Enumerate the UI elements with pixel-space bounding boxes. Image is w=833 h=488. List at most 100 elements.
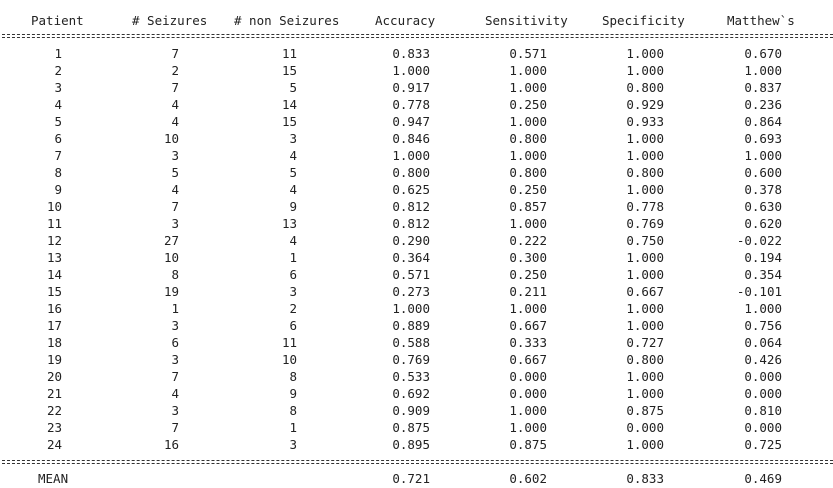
cell-non-seizures: 5 — [289, 80, 297, 95]
cell-patient: 6 — [54, 131, 62, 146]
cell-sensitivity: 1.000 — [509, 403, 547, 418]
cell-patient: 19 — [46, 352, 62, 367]
cell-patient: 8 — [54, 165, 62, 180]
cell-patient: 2 — [54, 63, 62, 78]
cell-specificity: 0.778 — [626, 199, 664, 214]
cell-seizures: 4 — [171, 386, 179, 401]
cell-matthews: 1.000 — [744, 148, 782, 163]
cell-matthews: 1.000 — [744, 63, 782, 78]
cell-sensitivity: 0.000 — [509, 369, 547, 384]
header-patient: Patient — [31, 13, 84, 28]
cell-seizures: 4 — [171, 182, 179, 197]
cell-specificity: 0.933 — [626, 114, 664, 129]
cell-seizures: 6 — [171, 335, 179, 350]
cell-seizures: 10 — [163, 250, 179, 265]
cell-non-seizures: 11 — [281, 335, 297, 350]
cell-sensitivity: 1.000 — [509, 114, 547, 129]
cell-matthews: -0.022 — [736, 233, 782, 248]
cell-sensitivity: 1.000 — [509, 148, 547, 163]
cell-specificity: 1.000 — [626, 131, 664, 146]
cell-accuracy: 0.692 — [392, 386, 430, 401]
table-row: 9 4 4 0.625 0.250 1.000 0.378 — [0, 181, 833, 198]
table-row: 20 7 8 0.533 0.000 1.000 0.000 — [0, 368, 833, 385]
cell-non-seizures: 4 — [289, 233, 297, 248]
cell-patient: 18 — [46, 335, 62, 350]
cell-specificity: 1.000 — [626, 267, 664, 282]
table-row: 3 7 5 0.917 1.000 0.800 0.837 — [0, 79, 833, 96]
cell-patient: 3 — [54, 80, 62, 95]
cell-matthews: 0.426 — [744, 352, 782, 367]
header-sensitivity: Sensitivity — [485, 13, 568, 28]
cell-matthews: 0.236 — [744, 97, 782, 112]
table-row: 7 3 4 1.000 1.000 1.000 1.000 — [0, 147, 833, 164]
cell-accuracy: 0.800 — [392, 165, 430, 180]
table-row: 16 1 2 1.000 1.000 1.000 1.000 — [0, 300, 833, 317]
cell-sensitivity: 0.222 — [509, 233, 547, 248]
cell-patient: 7 — [54, 148, 62, 163]
cell-patient: 14 — [46, 267, 62, 282]
cell-non-seizures: 14 — [281, 97, 297, 112]
cell-matthews: 0.378 — [744, 182, 782, 197]
cell-seizures: 3 — [171, 148, 179, 163]
cell-accuracy: 0.588 — [392, 335, 430, 350]
cell-matthews: 0.194 — [744, 250, 782, 265]
cell-accuracy: 1.000 — [392, 301, 430, 316]
mean-sensitivity: 0.602 — [509, 471, 547, 486]
cell-non-seizures: 4 — [289, 148, 297, 163]
cell-seizures: 5 — [171, 165, 179, 180]
cell-patient: 16 — [46, 301, 62, 316]
cell-seizures: 2 — [171, 63, 179, 78]
cell-specificity: 0.800 — [626, 80, 664, 95]
cell-matthews: 1.000 — [744, 301, 782, 316]
cell-non-seizures: 15 — [281, 63, 297, 78]
table-row: 5 4 15 0.947 1.000 0.933 0.864 — [0, 113, 833, 130]
cell-matthews: 0.837 — [744, 80, 782, 95]
cell-specificity: 1.000 — [626, 369, 664, 384]
cell-accuracy: 0.947 — [392, 114, 430, 129]
table-row: 11 3 13 0.812 1.000 0.769 0.620 — [0, 215, 833, 232]
cell-accuracy: 0.273 — [392, 284, 430, 299]
cell-seizures: 19 — [163, 284, 179, 299]
cell-sensitivity: 0.800 — [509, 131, 547, 146]
cell-accuracy: 1.000 — [392, 148, 430, 163]
cell-non-seizures: 8 — [289, 369, 297, 384]
header-specificity: Specificity — [602, 13, 685, 28]
cell-seizures: 7 — [171, 369, 179, 384]
header-divider — [2, 34, 833, 35]
cell-matthews: 0.600 — [744, 165, 782, 180]
cell-patient: 11 — [46, 216, 62, 231]
cell-non-seizures: 1 — [289, 420, 297, 435]
cell-matthews: 0.000 — [744, 420, 782, 435]
cell-matthews: 0.354 — [744, 267, 782, 282]
cell-specificity: 1.000 — [626, 182, 664, 197]
header-seizures: # Seizures — [132, 13, 208, 28]
cell-sensitivity: 0.857 — [509, 199, 547, 214]
cell-patient: 20 — [46, 369, 62, 384]
cell-seizures: 3 — [171, 216, 179, 231]
cell-non-seizures: 1 — [289, 250, 297, 265]
table-row: 6 10 3 0.846 0.800 1.000 0.693 — [0, 130, 833, 147]
cell-sensitivity: 1.000 — [509, 301, 547, 316]
table-row: 19 3 10 0.769 0.667 0.800 0.426 — [0, 351, 833, 368]
cell-non-seizures: 9 — [289, 199, 297, 214]
table-row: 14 8 6 0.571 0.250 1.000 0.354 — [0, 266, 833, 283]
cell-accuracy: 0.571 — [392, 267, 430, 282]
table-header: Patient # Seizures # non Seizures Accura… — [0, 12, 833, 29]
cell-specificity: 1.000 — [626, 250, 664, 265]
cell-specificity: 0.769 — [626, 216, 664, 231]
cell-matthews: 0.000 — [744, 369, 782, 384]
cell-seizures: 16 — [163, 437, 179, 452]
cell-non-seizures: 2 — [289, 301, 297, 316]
table-row: 2 2 15 1.000 1.000 1.000 1.000 — [0, 62, 833, 79]
cell-specificity: 1.000 — [626, 46, 664, 61]
cell-sensitivity: 0.211 — [509, 284, 547, 299]
header-matthews: Matthew`s — [727, 13, 795, 28]
cell-matthews: 0.064 — [744, 335, 782, 350]
cell-specificity: 1.000 — [626, 386, 664, 401]
table-row: 23 7 1 0.875 1.000 0.000 0.000 — [0, 419, 833, 436]
mean-matthews: 0.469 — [744, 471, 782, 486]
cell-accuracy: 0.917 — [392, 80, 430, 95]
cell-specificity: 1.000 — [626, 437, 664, 452]
cell-specificity: 0.727 — [626, 335, 664, 350]
